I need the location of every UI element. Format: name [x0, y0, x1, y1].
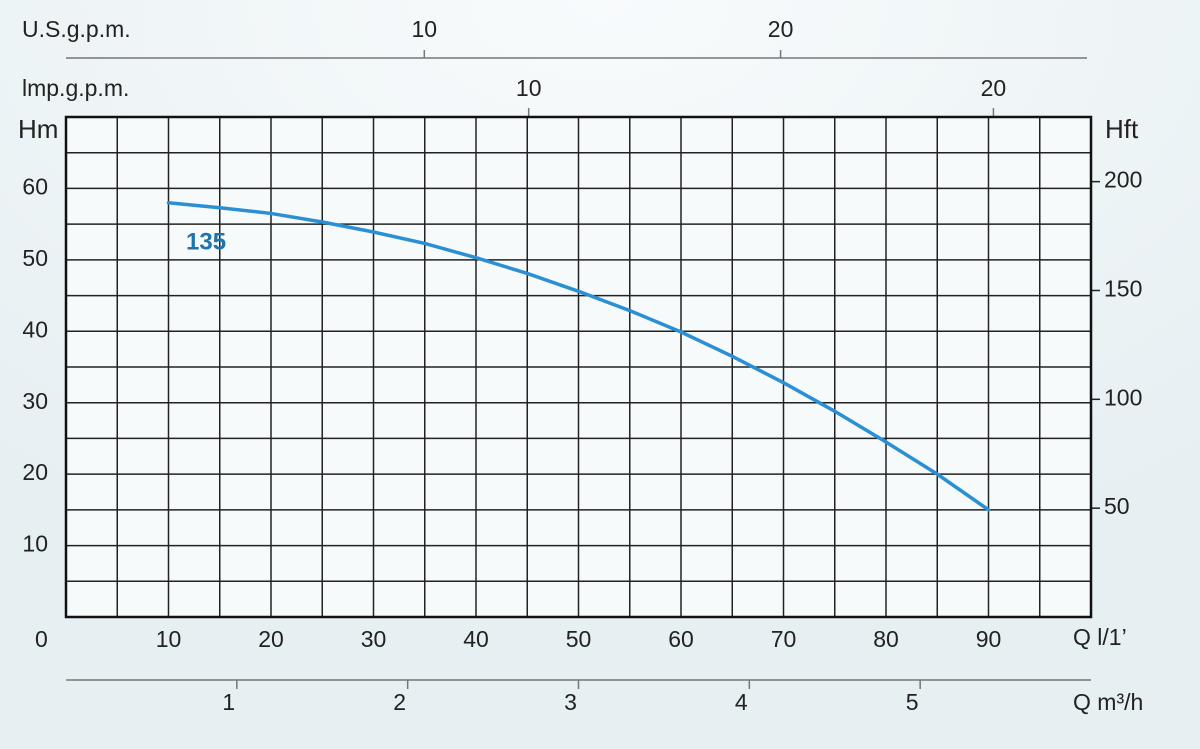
m3h-tick-label: 5: [906, 689, 919, 715]
x-tick-label: 50: [566, 626, 592, 652]
m3h-tick-label: 4: [735, 689, 748, 715]
m3h-axis-label: Q m³/h: [1073, 689, 1143, 715]
y2-tick-label: 150: [1104, 276, 1142, 302]
y2-axis-label: Hft: [1105, 114, 1139, 144]
us-gpm-axis-label: U.S.g.p.m.: [22, 16, 131, 42]
curve-label: 135: [186, 228, 226, 255]
y-tick-label: 50: [22, 245, 48, 271]
x-tick-label: 20: [258, 626, 284, 652]
x-tick-label: 40: [463, 626, 489, 652]
y-tick-label: 30: [22, 388, 48, 414]
y2-tick-label: 100: [1104, 384, 1142, 410]
x-tick-label: 70: [771, 626, 797, 652]
m3h-tick-label: 2: [393, 689, 406, 715]
curve: [166, 200, 991, 512]
m3h-tick-label: 3: [564, 689, 577, 715]
origin-label: 0: [35, 626, 48, 652]
y-tick-label: 60: [22, 174, 48, 200]
m3h-tick-label: 1: [222, 689, 235, 715]
us-gpm-tick-label: 20: [768, 16, 794, 42]
x-tick-label: 60: [668, 626, 694, 652]
x-tick-label: 80: [873, 626, 899, 652]
y-axis-label: Hm: [18, 114, 58, 144]
x-tick-label: 90: [976, 626, 1002, 652]
y2-tick-label: 50: [1104, 493, 1130, 519]
x-axis-label: Q l/1’: [1073, 624, 1127, 650]
imp-gpm-tick-label: 10: [516, 75, 542, 101]
imp-gpm-tick-label: 20: [981, 75, 1007, 101]
plot-frame: [64, 115, 1093, 619]
y-tick-label: 20: [22, 459, 48, 485]
imp-gpm-axis-label: lmp.g.p.m.: [22, 75, 129, 101]
x-tick-label: 10: [156, 626, 182, 652]
us-gpm-tick-label: 10: [411, 16, 437, 42]
y-tick-label: 10: [22, 531, 48, 557]
y2-tick-label: 200: [1104, 167, 1142, 193]
y-tick-label: 40: [22, 316, 48, 342]
x-tick-label: 30: [361, 626, 387, 652]
